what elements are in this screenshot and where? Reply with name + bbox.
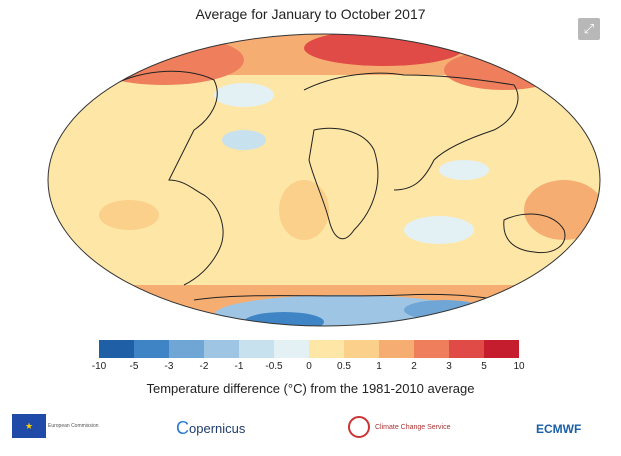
color-scale-tick-label: 0	[306, 361, 312, 372]
color-scale-ticks: -10 -5 -3 -2 -1 -0.5 0 0.5 1 2 3 5 10	[92, 361, 525, 375]
color-scale-swatch	[309, 340, 344, 358]
color-scale-swatch	[99, 340, 134, 358]
color-scale-swatch	[204, 340, 239, 358]
color-scale-swatch	[449, 340, 484, 358]
legend-caption: Temperature difference (°C) from the 198…	[146, 381, 475, 396]
color-scale-tick-label: -0.5	[265, 361, 283, 372]
color-scale-swatch	[379, 340, 414, 358]
color-scale-tick-label: 3	[446, 361, 452, 372]
color-scale-tick-label: -5	[129, 361, 139, 372]
color-scale-tick-label: -1	[234, 361, 244, 372]
color-scale-tick-label: 1	[376, 361, 382, 372]
temperature-map	[44, 30, 604, 330]
color-scale-swatch	[484, 340, 519, 358]
ecmwf-logo: ECMWF	[536, 422, 582, 436]
color-scale-tick-label: 10	[513, 361, 525, 372]
color-scale-swatch	[344, 340, 379, 358]
eu-logo: ★ European Commission	[12, 414, 99, 438]
color-scale-tick-label: -2	[199, 361, 209, 372]
c3s-logo: Climate Change Service	[348, 416, 450, 438]
color-scale-swatch	[134, 340, 169, 358]
color-scale-tick-label: -10	[91, 361, 107, 372]
color-scale-swatch	[414, 340, 449, 358]
color-scale-tick-label: -3	[164, 361, 174, 372]
color-scale-tick-label: 2	[411, 361, 417, 372]
color-scale-swatch	[274, 340, 309, 358]
color-scale-tick-label: 5	[481, 361, 487, 372]
map-title: Average for January to October 2017	[195, 6, 426, 22]
color-scale-swatch	[169, 340, 204, 358]
color-scale-swatch	[239, 340, 274, 358]
color-scale-tick-label: 0.5	[337, 361, 351, 372]
expand-icon[interactable]: ⤢	[578, 18, 600, 40]
color-scale	[99, 340, 519, 358]
